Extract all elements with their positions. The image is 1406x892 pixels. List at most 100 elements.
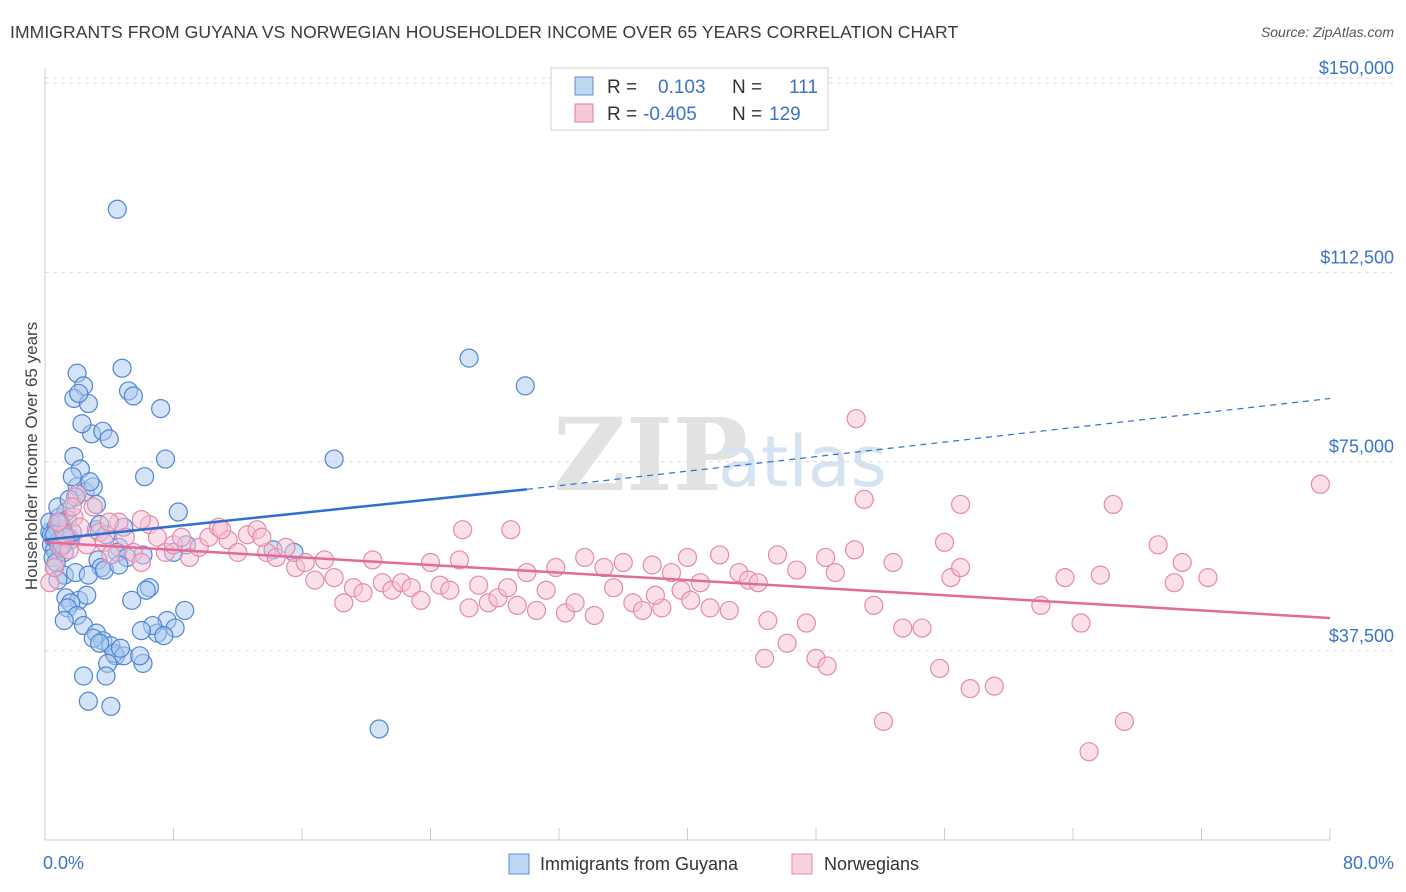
data-point [453, 520, 473, 540]
data-point [459, 348, 479, 368]
data-point [950, 494, 971, 515]
data-point [754, 648, 775, 668]
data-point [584, 605, 604, 626]
data-point [112, 358, 132, 378]
legend-swatch-bottom-guyana [508, 853, 530, 875]
data-point [155, 449, 176, 469]
data-point [305, 570, 325, 590]
data-point [1031, 595, 1051, 615]
data-point [984, 676, 1004, 696]
legend-swatch-norwegians [574, 103, 594, 123]
data-point [507, 595, 527, 615]
data-point [645, 585, 665, 605]
data-point [62, 467, 82, 487]
data-point [930, 658, 950, 679]
legend-n-label-guyana: N = [732, 77, 762, 98]
data-point [758, 610, 778, 631]
data-point [411, 590, 431, 610]
data-point [276, 537, 296, 557]
legend-r-value-norwegians: -0.405 [643, 104, 697, 125]
data-point [80, 472, 100, 492]
data-point [950, 557, 971, 578]
data-point [353, 583, 373, 603]
data-point [420, 552, 441, 573]
trend-lines [44, 397, 1331, 620]
data-point [459, 598, 479, 618]
data-point [171, 527, 192, 547]
x-tick-label-min: 0.0% [43, 853, 84, 873]
data-point [151, 398, 171, 419]
watermark: ZIP atlas [553, 396, 887, 514]
data-point [469, 575, 489, 595]
data-point [131, 509, 151, 530]
data-point [1114, 711, 1135, 732]
data-point [96, 666, 116, 686]
data-point [440, 580, 460, 600]
data-point [136, 580, 156, 600]
data-point [677, 547, 698, 568]
data-point [536, 580, 556, 600]
data-point [101, 545, 121, 565]
data-point [168, 502, 188, 522]
data-point [123, 386, 143, 406]
data-point [515, 376, 535, 396]
data-point [575, 547, 595, 568]
data-point [777, 633, 797, 653]
data-point [99, 429, 119, 449]
watermark-zip: ZIP [553, 396, 748, 514]
legend-r-value-guyana: 0.103 [658, 77, 706, 98]
legend-box [550, 67, 829, 131]
legend-r-label-guyana: R = [607, 77, 637, 98]
y-tick-label: $75,000 [1329, 437, 1394, 457]
data-point [78, 691, 98, 711]
data-point [1148, 535, 1168, 555]
legend-swatch-guyana [574, 76, 594, 96]
legend-swatch-bottom-norwegians [791, 853, 813, 875]
y-tick-label: $37,500 [1329, 626, 1394, 646]
data-point [122, 590, 142, 610]
legend-n-value-norwegians: 129 [769, 104, 801, 125]
data-point [134, 467, 155, 487]
data-point [642, 555, 662, 575]
data-point [107, 199, 127, 219]
data-point [69, 383, 89, 404]
data-point [710, 545, 730, 565]
data-point [632, 600, 653, 621]
y-tick-label: $150,000 [1319, 58, 1394, 78]
data-point [1172, 552, 1192, 573]
data-point [324, 568, 344, 588]
data-point [1071, 613, 1091, 633]
data-point [83, 497, 103, 517]
data-point [77, 585, 97, 605]
data-point [604, 578, 624, 598]
data-point [334, 593, 354, 613]
data-point [90, 633, 110, 653]
data-point [45, 557, 65, 578]
data-point [324, 449, 344, 469]
data-point [787, 560, 807, 580]
data-point [844, 540, 865, 560]
data-point [110, 638, 131, 658]
data-point [1055, 568, 1075, 588]
y-tick-label: $112,500 [1320, 247, 1394, 267]
data-point [73, 666, 94, 686]
data-point [1103, 494, 1123, 515]
data-point [613, 552, 633, 573]
axes [44, 68, 1331, 841]
data-point [501, 520, 521, 540]
data-point [99, 512, 119, 532]
x-tick-labels: 0.0% 80.0% [43, 853, 1394, 873]
data-point [565, 593, 585, 613]
data-point [449, 550, 470, 570]
data-point [70, 517, 90, 537]
y-axis-label: Householder Income Over 65 years [22, 322, 41, 590]
data-point [59, 540, 79, 560]
source-credit: Source: ZipAtlas.com [1260, 24, 1394, 40]
data-point [131, 552, 151, 573]
data-point [369, 719, 389, 739]
legend-label-norwegians: Norwegians [824, 854, 919, 874]
series-legend: Immigrants from Guyana Norwegians [508, 853, 919, 875]
data-point [1079, 742, 1099, 762]
legend-r-label-norwegians: R = [607, 104, 637, 125]
data-point [175, 600, 195, 621]
